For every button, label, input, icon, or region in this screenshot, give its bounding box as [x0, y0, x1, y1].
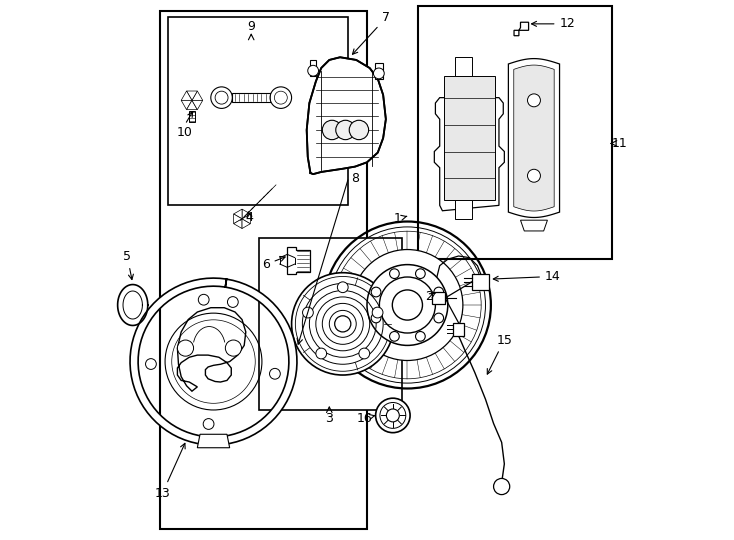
Text: 14: 14: [493, 270, 561, 283]
Circle shape: [228, 296, 239, 307]
Circle shape: [349, 120, 368, 140]
Text: 2: 2: [425, 291, 436, 303]
Polygon shape: [178, 308, 246, 391]
Polygon shape: [375, 63, 383, 79]
Circle shape: [225, 340, 241, 356]
Text: 4: 4: [246, 211, 253, 224]
Polygon shape: [514, 22, 528, 36]
Circle shape: [338, 282, 348, 293]
Polygon shape: [233, 93, 273, 102]
Circle shape: [359, 348, 370, 359]
Circle shape: [291, 273, 394, 375]
Text: 5: 5: [123, 250, 134, 280]
Circle shape: [367, 265, 448, 346]
Polygon shape: [242, 209, 250, 219]
Circle shape: [434, 313, 443, 323]
Polygon shape: [192, 100, 203, 110]
Polygon shape: [181, 91, 192, 100]
Polygon shape: [186, 91, 197, 100]
Polygon shape: [472, 274, 490, 290]
Polygon shape: [454, 200, 472, 219]
Polygon shape: [181, 100, 192, 110]
Polygon shape: [130, 278, 297, 445]
Circle shape: [415, 332, 425, 341]
Circle shape: [316, 348, 327, 359]
Circle shape: [203, 418, 214, 429]
Polygon shape: [307, 57, 386, 174]
Circle shape: [198, 294, 209, 305]
Circle shape: [390, 332, 399, 341]
Text: 1: 1: [393, 212, 407, 225]
Polygon shape: [454, 57, 472, 76]
Text: 9: 9: [247, 19, 255, 32]
Bar: [159, 11, 367, 529]
Bar: [167, 17, 348, 205]
Circle shape: [392, 290, 423, 320]
Polygon shape: [233, 209, 242, 219]
Circle shape: [376, 398, 410, 433]
Circle shape: [335, 316, 351, 332]
Text: 12: 12: [531, 17, 575, 30]
Polygon shape: [192, 91, 203, 100]
Text: 6: 6: [262, 256, 286, 271]
Text: 13: 13: [154, 443, 185, 500]
Circle shape: [371, 287, 381, 297]
Text: 15: 15: [487, 334, 512, 374]
Polygon shape: [242, 219, 250, 228]
Circle shape: [493, 478, 509, 495]
Circle shape: [308, 65, 319, 76]
Circle shape: [211, 87, 233, 109]
Polygon shape: [186, 100, 197, 110]
Circle shape: [270, 87, 291, 109]
Bar: [418, 6, 612, 259]
Circle shape: [322, 120, 342, 140]
Polygon shape: [509, 59, 559, 218]
Text: 10: 10: [177, 126, 193, 139]
Polygon shape: [197, 434, 230, 448]
Polygon shape: [514, 65, 554, 211]
Polygon shape: [520, 220, 548, 231]
Polygon shape: [453, 323, 464, 336]
Circle shape: [379, 277, 435, 333]
Text: 16: 16: [357, 411, 375, 424]
Circle shape: [269, 368, 280, 379]
Polygon shape: [189, 111, 195, 122]
Circle shape: [352, 249, 463, 361]
Text: 11: 11: [611, 137, 627, 150]
Polygon shape: [287, 247, 310, 274]
Circle shape: [335, 120, 355, 140]
Polygon shape: [233, 214, 242, 224]
Polygon shape: [310, 60, 316, 76]
Circle shape: [374, 68, 384, 79]
Polygon shape: [432, 292, 445, 305]
Circle shape: [145, 359, 156, 369]
Text: 3: 3: [325, 411, 333, 424]
Circle shape: [372, 307, 383, 318]
Circle shape: [528, 169, 540, 182]
Bar: [259, 238, 402, 410]
Circle shape: [415, 269, 425, 279]
Circle shape: [178, 340, 194, 356]
Circle shape: [302, 307, 313, 318]
Polygon shape: [242, 214, 250, 224]
Circle shape: [371, 313, 381, 323]
Polygon shape: [233, 219, 242, 228]
Text: 7: 7: [352, 11, 390, 55]
Circle shape: [390, 269, 399, 279]
Polygon shape: [444, 76, 495, 200]
Polygon shape: [435, 98, 504, 211]
Circle shape: [528, 94, 540, 107]
Text: 8: 8: [351, 172, 359, 185]
Circle shape: [386, 409, 399, 422]
Circle shape: [434, 287, 443, 297]
